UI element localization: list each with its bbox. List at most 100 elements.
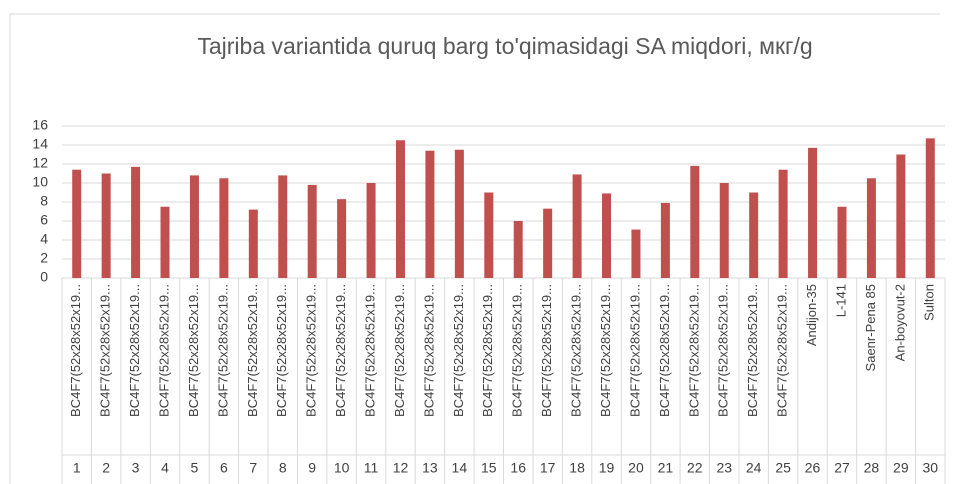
x-tick-number: 12 [393, 460, 409, 476]
bar [896, 154, 906, 278]
x-tick-label: BC4F7(52x28x52x19... [598, 284, 613, 417]
bar [189, 175, 199, 278]
x-tick-label: Sulton [922, 284, 937, 321]
x-tick-number: 20 [628, 460, 644, 476]
x-tick-label: BC4F7(52x28x52x19... [510, 284, 525, 417]
y-tick-label: 14 [32, 136, 48, 152]
x-tick-label: L-141 [833, 284, 848, 317]
bar [778, 169, 788, 278]
y-tick-label: 10 [32, 174, 48, 190]
bar [866, 178, 876, 278]
x-tick-number: 24 [746, 460, 762, 476]
x-tick-number: 1 [73, 460, 81, 476]
x-tick-number: 17 [540, 460, 556, 476]
bar [131, 166, 141, 278]
x-tick-label: BC4F7(52x28x52x19... [745, 284, 760, 417]
bar [278, 175, 288, 278]
x-tick-number: 19 [599, 460, 615, 476]
bar [513, 221, 523, 278]
bar [454, 149, 464, 278]
x-tick-label: BC4F7(52x28x52x19... [421, 284, 436, 417]
x-tick-number: 15 [481, 460, 497, 476]
x-tick-number: 2 [102, 460, 110, 476]
bar [101, 173, 111, 278]
y-tick-label: 2 [40, 250, 48, 266]
x-tick-label: BC4F7(52x28x52x19... [186, 284, 201, 417]
bar [631, 229, 641, 278]
y-tick-label: 0 [40, 269, 48, 285]
x-tick-label: BC4F7(52x28x52x19... [68, 284, 83, 417]
bar [219, 178, 229, 278]
bar [72, 169, 82, 278]
x-tick-number: 18 [569, 460, 585, 476]
x-tick-number: 28 [864, 460, 880, 476]
bar [160, 206, 170, 278]
x-tick-label: BC4F7(52x28x52x19... [657, 284, 672, 417]
x-tick-label: BC4F7(52x28x52x19... [274, 284, 289, 417]
bar [337, 199, 347, 278]
bar [395, 140, 405, 278]
bar [660, 202, 670, 278]
x-tick-label: An-boyovut-2 [892, 284, 907, 361]
bar [925, 138, 935, 278]
x-tick-label: BC4F7(52x28x52x19... [569, 284, 584, 417]
x-tick-number: 10 [334, 460, 350, 476]
x-tick-number: 11 [364, 460, 379, 476]
y-tick-label: 8 [40, 193, 48, 209]
y-tick-label: 6 [40, 212, 48, 228]
x-tick-label: BC4F7(52x28x52x19... [775, 284, 790, 417]
x-tick-label: BC4F7(52x28x52x19... [451, 284, 466, 417]
x-tick-number: 9 [308, 460, 316, 476]
x-tick-label: BC4F7(52x28x52x19... [304, 284, 319, 417]
x-tick-number: 25 [775, 460, 791, 476]
bar [808, 147, 818, 278]
x-tick-label: BC4F7(52x28x52x19... [480, 284, 495, 417]
bar [602, 193, 612, 278]
bar [543, 208, 553, 278]
x-tick-label: BC4F7(52x28x52x19... [215, 284, 230, 417]
x-tick-label: BC4F7(52x28x52x19... [539, 284, 554, 417]
x-tick-label: BC4F7(52x28x52x19... [686, 284, 701, 417]
y-tick-label: 4 [40, 231, 48, 247]
x-tick-number: 21 [658, 460, 674, 476]
x-tick-number: 22 [687, 460, 703, 476]
y-tick-label: 12 [32, 155, 48, 171]
x-tick-number: 27 [834, 460, 850, 476]
x-tick-number: 16 [510, 460, 526, 476]
bar [484, 192, 494, 278]
bar [248, 209, 258, 278]
bar [572, 174, 582, 278]
x-tick-number: 5 [191, 460, 199, 476]
x-tick-number: 23 [716, 460, 732, 476]
bar [425, 150, 435, 278]
bar [307, 184, 317, 278]
x-tick-number: 13 [422, 460, 438, 476]
x-tick-number: 4 [161, 460, 169, 476]
bar [690, 165, 700, 278]
x-tick-label: BC4F7(52x28x52x19... [716, 284, 731, 417]
x-tick-label: BC4F7(52x28x52x19... [156, 284, 171, 417]
x-tick-number: 6 [220, 460, 228, 476]
bar [366, 183, 376, 278]
y-tick-label: 16 [32, 117, 48, 133]
x-tick-label: BC4F7(52x28x52x19... [627, 284, 642, 417]
x-tick-number: 30 [922, 460, 938, 476]
bar [719, 183, 729, 278]
x-tick-number: 7 [249, 460, 257, 476]
x-tick-label: Andijon-35 [804, 284, 819, 346]
x-tick-label: BC4F7(52x28x52x19... [362, 284, 377, 417]
x-tick-label: BC4F7(52x28x52x19... [392, 284, 407, 417]
x-tick-label: BC4F7(52x28x52x19... [127, 284, 142, 417]
x-tick-number: 29 [893, 460, 909, 476]
x-tick-number: 3 [132, 460, 140, 476]
bar [749, 192, 759, 278]
x-tick-label: BC4F7(52x28x52x19... [98, 284, 113, 417]
x-tick-number: 8 [279, 460, 287, 476]
x-tick-number: 26 [805, 460, 821, 476]
bar [837, 206, 847, 278]
x-tick-label: Saenr-Pena 85 [863, 284, 878, 371]
x-tick-label: BC4F7(52x28x52x19... [333, 284, 348, 417]
chart-title: Tajriba variantida quruq barg to'qimasid… [197, 33, 813, 59]
